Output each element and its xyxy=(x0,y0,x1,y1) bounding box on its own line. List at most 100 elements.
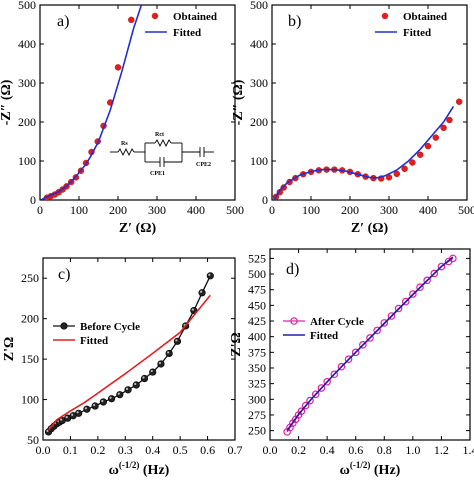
data-point-highlight xyxy=(109,396,112,399)
x-tick-label: 0 xyxy=(269,203,275,217)
data-point xyxy=(437,262,446,271)
x-tick-label: 0.8 xyxy=(377,443,392,457)
data-point-highlight xyxy=(76,411,79,414)
data-point-highlight xyxy=(175,339,178,342)
plot-frame xyxy=(271,4,468,201)
data-point xyxy=(91,402,99,410)
y-tick-label: 400 xyxy=(248,330,266,344)
legend-marker-measured xyxy=(290,317,298,325)
data-point xyxy=(351,348,360,357)
y-tick-label: 500 xyxy=(248,267,266,281)
data-point xyxy=(116,391,124,399)
x-tick-label: 0.4 xyxy=(320,443,335,457)
y-tick-label: 50 xyxy=(27,433,39,447)
x-tick-label: 0.7 xyxy=(228,443,243,457)
data-point xyxy=(394,304,403,313)
plot-frame xyxy=(42,257,236,441)
data-point xyxy=(124,386,132,394)
data-point-highlight xyxy=(117,392,120,395)
y-tick-label: 475 xyxy=(248,283,266,297)
x-tick-label: 400 xyxy=(419,203,437,217)
y-tick-label: 400 xyxy=(18,37,36,51)
y-axis-label: Z'Ω xyxy=(229,332,244,356)
y-tick-label: 100 xyxy=(250,154,268,168)
data-point xyxy=(456,98,463,105)
x-tick-label: 100 xyxy=(302,203,320,217)
data-point xyxy=(157,360,165,368)
data-point-highlight xyxy=(60,418,63,421)
series-line xyxy=(286,256,454,432)
x-tick-label: 300 xyxy=(380,203,398,217)
data-point-highlight xyxy=(199,290,203,293)
resistor-rs xyxy=(117,147,135,157)
x-tick-label: 0.2 xyxy=(90,443,105,457)
data-point xyxy=(114,64,122,71)
data-point xyxy=(344,355,353,364)
x-tick-label: 400 xyxy=(187,203,205,217)
data-point-highlight xyxy=(71,413,74,416)
x-tick-label: 0.1 xyxy=(63,443,78,457)
data-point xyxy=(387,312,396,320)
y-tick-label: 0 xyxy=(30,193,36,207)
panel-letter: a) xyxy=(57,13,69,30)
legend-marker-measured xyxy=(60,322,68,330)
data-point xyxy=(446,116,453,124)
data-point xyxy=(99,398,107,406)
y-tick-label: 250 xyxy=(21,271,39,285)
data-point xyxy=(165,349,173,358)
data-point xyxy=(449,254,457,263)
series-line xyxy=(47,294,211,431)
data-point xyxy=(301,401,310,410)
data-point-highlight xyxy=(84,407,87,410)
data-point xyxy=(306,396,314,405)
x-tick-label: 0.0 xyxy=(263,443,278,457)
legend-label-obtained: Obtained xyxy=(403,11,447,23)
data-point xyxy=(317,384,326,392)
y-tick-label: 300 xyxy=(250,76,268,90)
y-tick-label: 350 xyxy=(248,361,266,375)
series-line xyxy=(286,257,454,433)
x-tick-label: 200 xyxy=(109,203,127,217)
y-tick-label: 400 xyxy=(250,37,268,51)
data-point xyxy=(359,341,367,349)
x-tick-label: 200 xyxy=(341,203,359,217)
series-line xyxy=(40,5,143,200)
data-point xyxy=(83,405,91,413)
x-tick-label: 0.3 xyxy=(118,443,133,457)
x-tick-label: 0.5 xyxy=(173,443,188,457)
x-tick-label: 0 xyxy=(37,203,43,217)
x-tick-label: 0.4 xyxy=(145,443,160,457)
data-point xyxy=(132,381,140,389)
circuit-inset: Rs Rct CPE1 CPE2 xyxy=(110,132,214,177)
data-point xyxy=(416,283,424,292)
data-point xyxy=(140,374,149,383)
data-point xyxy=(409,290,417,298)
y-tick-label: 100 xyxy=(18,154,36,168)
series-line xyxy=(273,105,455,200)
legend-label-measured: Before Cycle xyxy=(80,321,140,333)
panel-2: 0.0 0.1 0.2 0.3 0.4 0.5 0.6 0.7 50 100 150 200 250 ω(… xyxy=(2,257,243,478)
legend-label-fitted: Fitted xyxy=(310,330,338,342)
y-tick-label: 0 xyxy=(262,193,268,207)
x-axis-label: ω(-1/2) (Hz) xyxy=(109,460,170,478)
data-point-highlight xyxy=(150,369,153,373)
y-tick-label: 450 xyxy=(248,298,266,312)
legend-label-obtained: Obtained xyxy=(173,11,217,23)
x-tick-label: 300 xyxy=(148,203,166,217)
data-point-highlight xyxy=(142,376,145,379)
data-point xyxy=(297,407,306,415)
data-point xyxy=(330,370,339,379)
panel-1: 0 100 200 300 400 500 0 100 200 300 400 500 Z′ (Ω) -Z… xyxy=(231,0,474,236)
data-point-highlight xyxy=(208,273,211,276)
x-tick-label: 100 xyxy=(70,203,88,217)
y-tick-label: 525 xyxy=(248,251,266,265)
x-tick-label: 1.4 xyxy=(463,443,474,457)
y-tick-label: 200 xyxy=(250,115,268,129)
data-point-highlight xyxy=(158,361,162,365)
y-tick-label: 500 xyxy=(18,0,36,12)
data-point-highlight xyxy=(125,387,129,390)
data-point xyxy=(128,16,135,24)
y-tick-label: 100 xyxy=(21,393,39,407)
x-tick-label: 500 xyxy=(226,203,244,217)
